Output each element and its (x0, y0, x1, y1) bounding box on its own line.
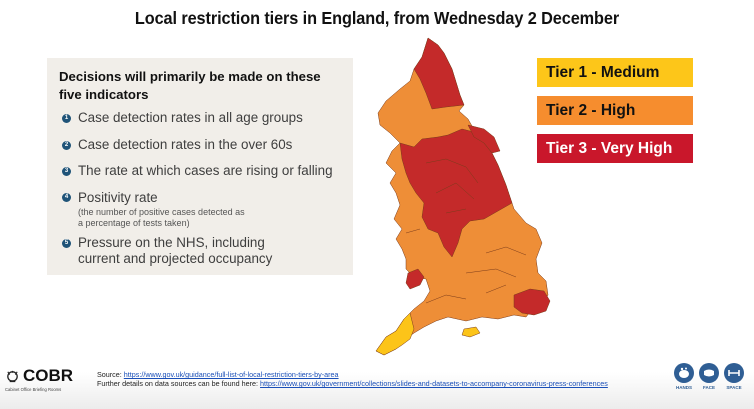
face-label: FACE (702, 385, 715, 390)
number-badge-icon: 3 (62, 167, 71, 176)
further-details-link[interactable]: https://www.gov.uk/government/collection… (260, 379, 608, 388)
legend-tier-3-label: Tier 3 - Very High (546, 140, 673, 157)
space-item: SPACE (723, 363, 745, 390)
cobr-logo: COBR Cabinet Office Briefing Rooms (5, 366, 73, 392)
number-badge-icon: 1 (62, 114, 71, 123)
hands-item: HANDS (673, 363, 695, 390)
indicator-5: 5 Pressure on the NHS, including current… (62, 235, 302, 267)
indicator-4: 4 Positivity rate (the number of positiv… (62, 189, 248, 229)
indicator-text: The rate at which cases are rising or fa… (78, 163, 333, 178)
number-badge-icon: 4 (62, 193, 71, 202)
indicator-subtext: (the number of positive cases detected a… (78, 207, 245, 228)
indicator-text: Positivity rate (78, 190, 158, 205)
england-tier-map (375, 37, 551, 356)
indicator-3: 3 The rate at which cases are rising or … (62, 163, 333, 179)
cobr-subtitle: Cabinet Office Briefing Rooms (5, 387, 62, 392)
indicators-heading: Decisions will primarily be made on thes… (59, 69, 321, 102)
legend-tier-1: Tier 1 - Medium (537, 58, 693, 87)
space-icon (728, 370, 740, 376)
indicators-panel: Decisions will primarily be made on thes… (47, 58, 353, 275)
legend-tier-2: Tier 2 - High (537, 96, 693, 125)
hands-icon (679, 367, 689, 378)
indicator-1: 1 Case detection rates in all age groups (62, 110, 303, 126)
indicator-text: Case detection rates in the over 60s (78, 137, 293, 152)
source-label: Source: (97, 370, 124, 379)
source-link[interactable]: https://www.gov.uk/guidance/full-list-of… (123, 370, 339, 379)
number-badge-icon: 5 (62, 239, 71, 248)
indicator-text: Pressure on the NHS, including current a… (78, 235, 273, 266)
slide-title: Local restriction tiers in England, from… (134, 8, 620, 28)
face-item: FACE (698, 363, 720, 390)
legend-tier-3: Tier 3 - Very High (537, 134, 693, 163)
hands-face-space-campaign: HANDS FACE SPACE (673, 363, 745, 390)
number-badge-icon: 2 (62, 141, 71, 150)
hands-label: HANDS (675, 385, 692, 390)
face-mask-icon (704, 369, 714, 377)
space-label: SPACE (726, 385, 742, 390)
cobr-logo-text: COBR (23, 366, 74, 385)
indicator-2: 2 Case detection rates in the over 60s (62, 137, 292, 153)
legend-tier-1-label: Tier 1 - Medium (546, 64, 660, 81)
legend-tier-2-label: Tier 2 - High (546, 102, 636, 119)
royal-crest-icon (7, 370, 18, 382)
indicator-text: Case detection rates in all age groups (78, 110, 303, 125)
further-details-label: Further details on data sources can be f… (97, 379, 261, 388)
source-notes: Source: https://www.gov.uk/guidance/full… (97, 370, 608, 388)
